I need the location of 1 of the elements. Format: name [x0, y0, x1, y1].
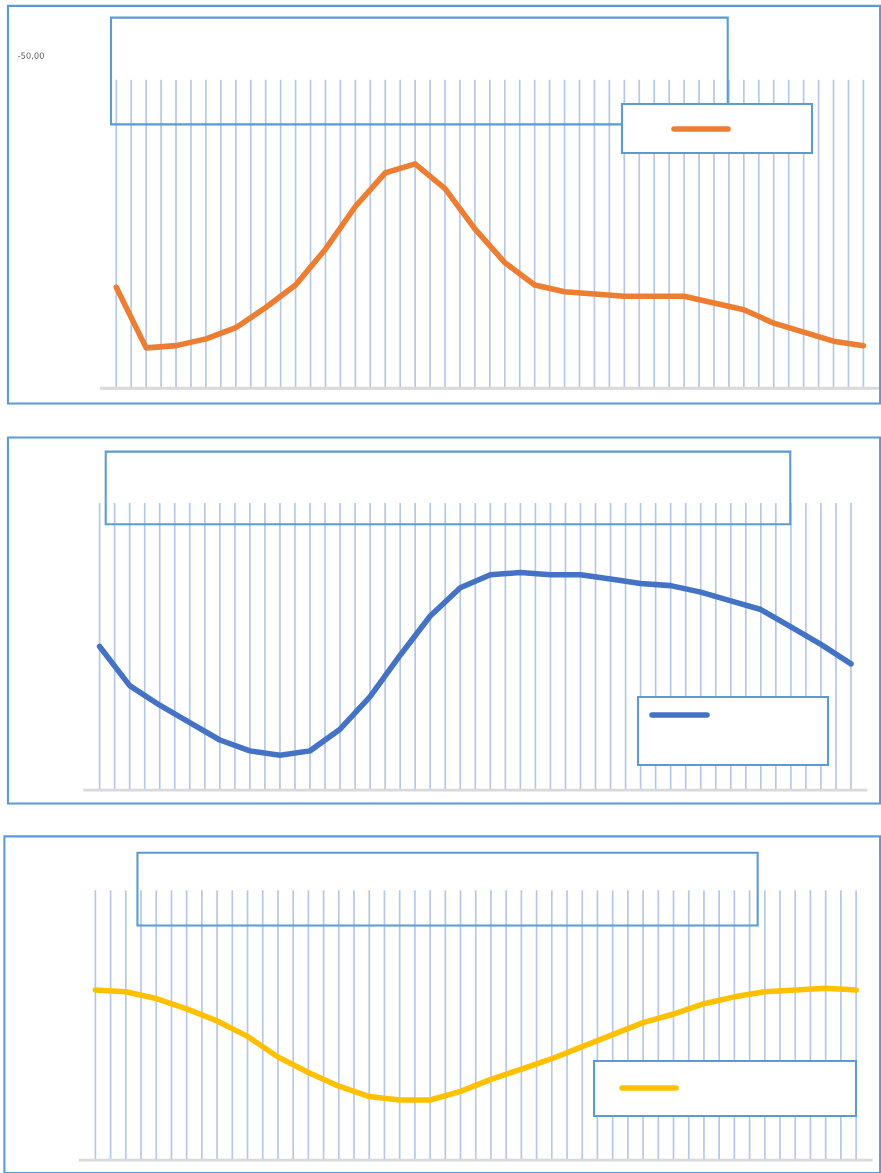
- text: -50,00: [18, 52, 44, 60]
